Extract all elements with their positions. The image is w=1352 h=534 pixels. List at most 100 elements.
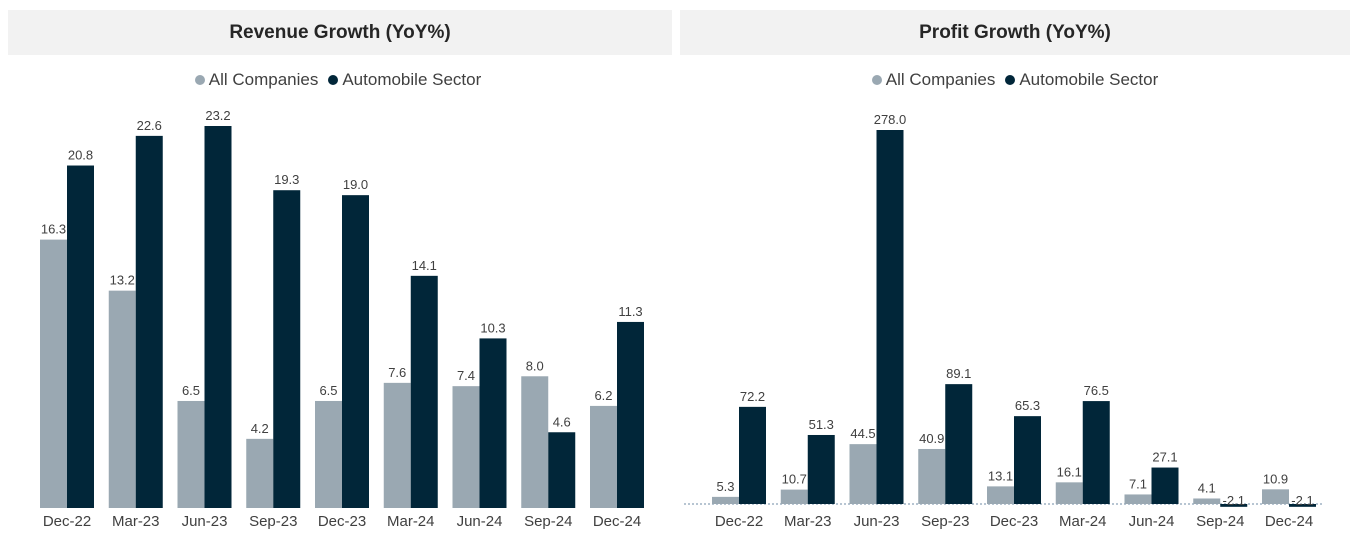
bar-all-companies-sep-24: [1193, 498, 1221, 504]
revenue-growth-panel: Revenue Growth (YoY%) All Companies Auto…: [0, 10, 676, 530]
data-label: 8.0: [526, 358, 544, 373]
bar-automobile-sector-sep-23: [273, 190, 301, 508]
x-tick-label: Dec-22: [43, 513, 91, 530]
data-label: 16.3: [41, 222, 66, 237]
bar-automobile-sector-dec-23: [342, 195, 369, 509]
chart-legend: All Companies Automobile Sector: [678, 70, 1352, 90]
chart-title: Profit Growth (YoY%): [919, 21, 1111, 43]
x-tick-label: Sep-23: [921, 513, 969, 530]
data-label: 19.0: [343, 177, 368, 192]
profit-growth-chart: 5.3 72.2 Dec-22 10.7 51.3 Mar-23 44.5 278.0 Jun-…: [684, 112, 1322, 530]
data-label: 27.1: [1152, 450, 1177, 465]
bar-all-companies-jun-24: [1124, 494, 1152, 504]
data-label: 13.2: [110, 273, 135, 288]
x-tick-label: Jun-24: [457, 513, 503, 530]
legend-label: All Companies: [885, 70, 996, 89]
data-label: 10.9: [1263, 471, 1288, 486]
bar-automobile-sector-jun-23: [876, 130, 904, 504]
data-label: 89.1: [946, 366, 971, 381]
x-tick-label: Jun-23: [182, 513, 228, 530]
data-label: 278.0: [874, 112, 907, 127]
bar-automobile-sector-jun-24: [1151, 467, 1179, 504]
bar-all-companies-jun-24: [452, 386, 480, 508]
legend-label: Automobile Sector: [1019, 70, 1159, 89]
data-label: 7.4: [457, 368, 475, 383]
bar-automobile-sector-jun-23: [204, 126, 232, 508]
x-tick-label: Mar-23: [784, 513, 832, 530]
bar-all-companies-sep-24: [521, 376, 549, 508]
x-tick-label: Dec-23: [990, 513, 1038, 530]
bar-automobile-sector-sep-24: [548, 432, 576, 508]
data-label: -2.1: [1223, 493, 1245, 508]
bar-automobile-sector-mar-24: [1082, 401, 1110, 504]
x-tick-label: Dec-24: [1265, 513, 1313, 530]
bar-automobile-sector-jun-24: [479, 338, 507, 508]
x-tick-label: Jun-23: [854, 513, 900, 530]
data-label: -2.1: [1291, 493, 1313, 508]
bar-all-companies-jun-23: [849, 444, 877, 504]
legend-marker-all-companies: [871, 75, 882, 85]
data-label: 13.1: [988, 468, 1013, 483]
bar-automobile-sector-dec-22: [67, 165, 94, 508]
bar-automobile-sector-mar-23: [135, 135, 163, 508]
data-label: 14.1: [412, 258, 437, 273]
data-label: 5.3: [716, 479, 734, 494]
data-label: 7.1: [1129, 476, 1147, 491]
data-label: 6.5: [182, 383, 200, 398]
legend-label: All Companies: [208, 70, 319, 89]
data-label: 65.3: [1015, 398, 1040, 413]
data-label: 6.2: [594, 388, 612, 403]
bar-all-companies-dec-22: [712, 496, 739, 504]
data-label: 16.1: [1057, 464, 1082, 479]
x-tick-label: Sep-24: [524, 513, 572, 530]
legend-marker-automobile-sector: [1005, 75, 1016, 85]
bar-all-companies-dec-23: [315, 400, 342, 508]
bar-automobile-sector-dec-24: [1289, 504, 1316, 507]
legend-label: Automobile Sector: [342, 70, 482, 89]
data-label: 10.7: [782, 472, 807, 487]
bar-automobile-sector-dec-22: [739, 406, 766, 504]
data-label: 76.5: [1084, 383, 1109, 398]
bar-all-companies-dec-24: [590, 405, 617, 508]
bar-all-companies-mar-23: [108, 290, 136, 508]
x-tick-label: Mar-24: [1059, 513, 1107, 530]
legend-item-automobile-sector: Automobile Sector: [328, 70, 481, 90]
bar-automobile-sector-sep-23: [945, 384, 973, 504]
bar-all-companies-mar-24: [1055, 482, 1083, 504]
data-label: 7.6: [388, 365, 406, 380]
data-label: 51.3: [809, 417, 834, 432]
data-label: 23.2: [205, 108, 230, 123]
data-label: 6.5: [319, 383, 337, 398]
chart-legend: All Companies Automobile Sector: [0, 70, 676, 90]
bar-automobile-sector-mar-23: [807, 434, 835, 504]
bar-all-companies-jun-23: [177, 400, 205, 508]
x-tick-label: Dec-23: [318, 513, 366, 530]
profit-growth-panel: Profit Growth (YoY%) All Companies Autom…: [678, 0, 1352, 534]
data-label: 72.2: [740, 389, 765, 404]
revenue-growth-chart: 16.3 20.8 Dec-22 13.2 22.6 Mar-23 6.5 23.2 Jun-2…: [40, 108, 644, 530]
data-label: 44.5: [850, 426, 875, 441]
data-label: 11.3: [618, 304, 642, 319]
legend-item-all-companies: All Companies: [194, 70, 319, 90]
x-tick-label: Dec-22: [715, 513, 763, 530]
bar-all-companies-mar-24: [383, 382, 411, 508]
chart-title: Revenue Growth (YoY%): [229, 21, 451, 43]
bar-automobile-sector-sep-24: [1220, 504, 1248, 507]
data-label: 22.6: [137, 118, 162, 133]
bar-all-companies-sep-23: [918, 448, 946, 504]
data-label: 4.2: [251, 421, 269, 436]
legend-item-all-companies: All Companies: [871, 70, 996, 90]
x-tick-label: Jun-24: [1129, 513, 1175, 530]
bar-all-companies-mar-23: [780, 489, 808, 504]
legend-marker-all-companies: [194, 75, 205, 85]
bar-automobile-sector-dec-24: [617, 321, 644, 508]
x-tick-label: Mar-24: [387, 513, 435, 530]
data-label: 4.1: [1198, 480, 1216, 495]
data-label: 4.6: [553, 414, 571, 429]
x-tick-label: Sep-24: [1196, 513, 1244, 530]
chart-title-bar: Revenue Growth (YoY%): [8, 10, 672, 55]
data-label: 10.3: [480, 320, 505, 335]
bar-all-companies-dec-23: [987, 486, 1014, 504]
bar-all-companies-sep-23: [246, 438, 274, 508]
legend-marker-automobile-sector: [328, 75, 339, 85]
